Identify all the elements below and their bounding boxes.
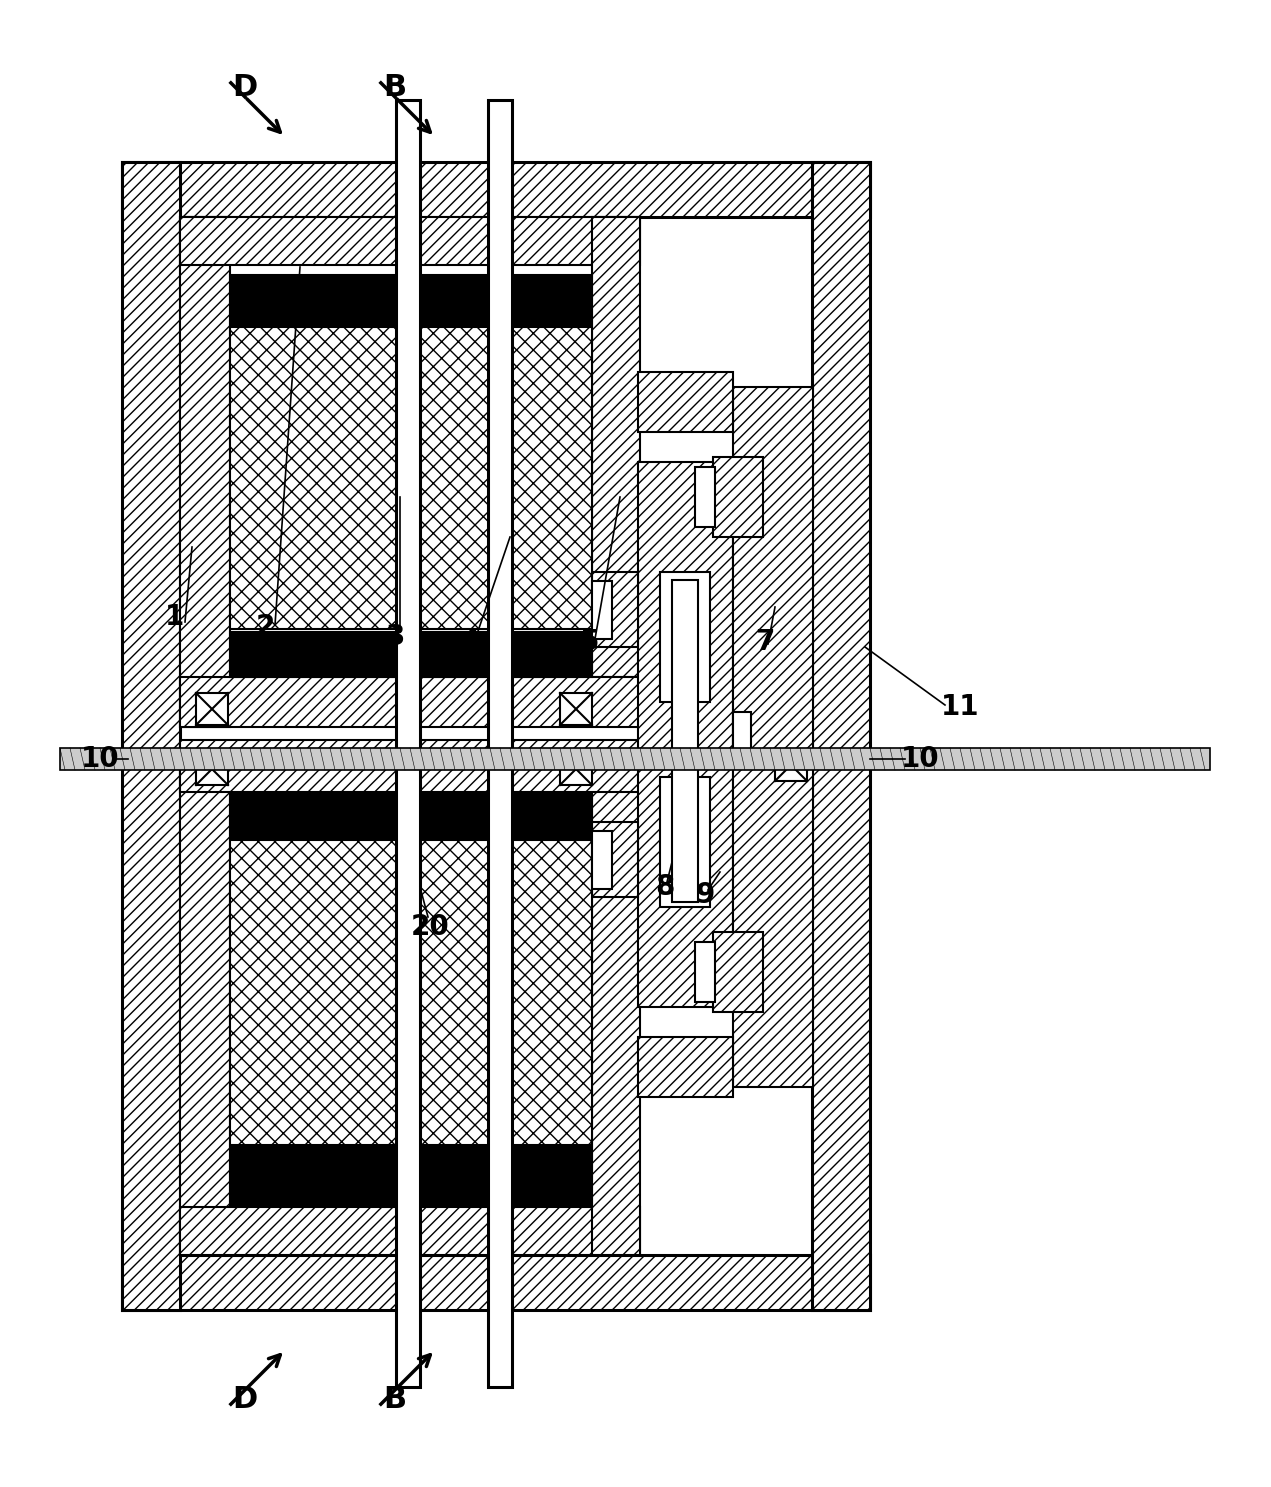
Bar [488, 100, 512, 1387]
Bar [733, 387, 813, 1087]
Bar [733, 712, 751, 757]
Text: 7: 7 [755, 628, 775, 656]
Bar [592, 581, 613, 639]
Bar [561, 752, 592, 785]
Text: 20: 20 [411, 913, 450, 941]
Text: 3: 3 [385, 623, 404, 651]
Bar [592, 217, 641, 677]
Text: D: D [233, 73, 258, 101]
Text: 1: 1 [165, 604, 184, 630]
Bar [660, 778, 710, 907]
Text: 10: 10 [80, 745, 119, 773]
Text: B: B [384, 1386, 407, 1414]
Bar [660, 572, 710, 702]
Bar [180, 217, 641, 265]
Text: 5: 5 [581, 628, 600, 656]
Bar [638, 372, 733, 433]
Bar [180, 745, 230, 1255]
Text: 4: 4 [460, 628, 479, 656]
Text: 8: 8 [656, 873, 675, 901]
Text: B: B [384, 73, 407, 101]
Bar [60, 748, 1210, 770]
Bar [180, 741, 641, 793]
Text: D: D [233, 1386, 258, 1414]
Bar [230, 794, 592, 839]
Bar [122, 1255, 871, 1310]
Bar [230, 275, 592, 326]
Bar [695, 467, 716, 526]
Bar [230, 840, 592, 1145]
Bar [592, 831, 613, 889]
Bar [592, 572, 638, 647]
Bar [592, 822, 638, 897]
Bar [196, 693, 228, 726]
Bar [397, 100, 419, 1387]
Bar [180, 677, 641, 727]
Bar [713, 932, 763, 1013]
Text: 10: 10 [901, 745, 939, 773]
Text: 11: 11 [941, 693, 979, 721]
Bar [638, 462, 733, 1007]
Bar [638, 1036, 733, 1097]
Bar [695, 941, 716, 1002]
Text: 2: 2 [255, 613, 275, 641]
Bar [561, 693, 592, 726]
Bar [592, 775, 641, 1255]
Bar [775, 749, 807, 781]
Bar [713, 457, 763, 537]
Bar [230, 1146, 592, 1204]
Bar [230, 327, 592, 629]
Bar [122, 162, 180, 1310]
Bar [122, 162, 871, 217]
Bar [180, 217, 230, 727]
Bar [196, 752, 228, 785]
Bar [812, 162, 871, 1310]
Bar [230, 632, 592, 677]
Text: 9: 9 [695, 880, 714, 909]
Bar [672, 580, 698, 903]
Bar [180, 1207, 641, 1255]
